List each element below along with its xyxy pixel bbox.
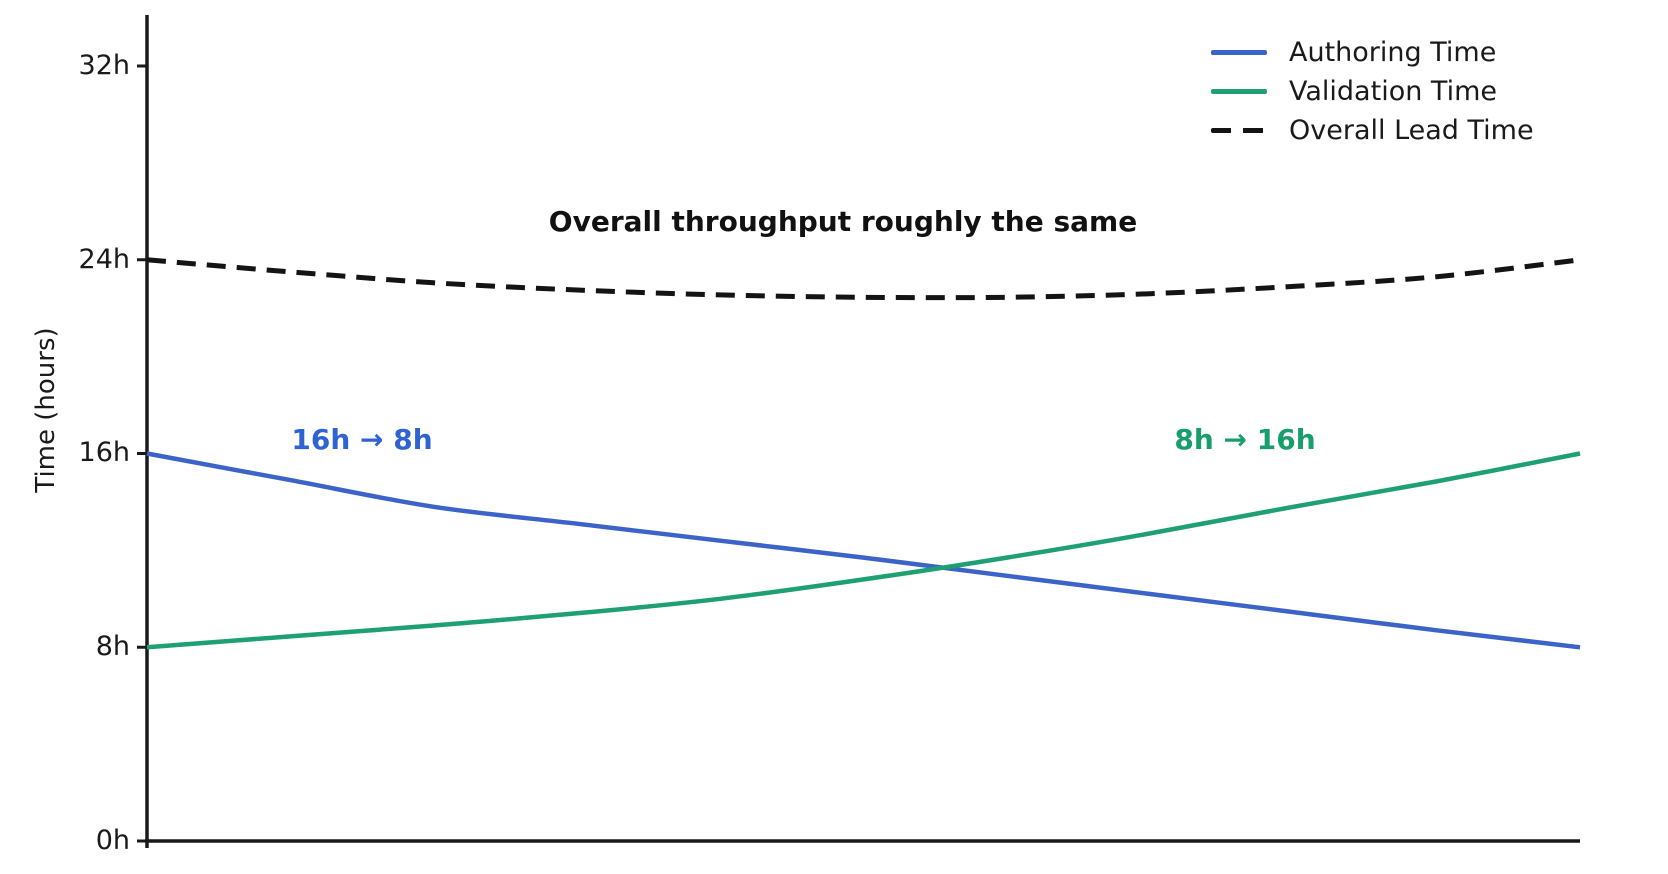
legend-line-validation-icon	[1211, 89, 1267, 94]
legend-item-overall-lead-time: Overall Lead Time	[1211, 115, 1534, 146]
legend-label-validation-time: Validation Time	[1289, 76, 1497, 107]
y-tick-label-24h: 24h	[78, 244, 130, 275]
legend-item-authoring-time: Authoring Time	[1211, 37, 1534, 68]
annotation-authoring-change: 16h → 8h	[291, 423, 433, 456]
legend-item-validation-time: Validation Time	[1211, 76, 1534, 107]
legend-line-authoring-icon	[1211, 50, 1267, 55]
y-tick-label-0h: 0h	[95, 825, 130, 856]
y-tick-label-32h: 32h	[78, 50, 130, 81]
y-tick-label-8h: 8h	[95, 631, 130, 662]
legend: Authoring Time Validation Time Overall L…	[1211, 37, 1534, 146]
legend-line-overall-lead-icon	[1211, 128, 1267, 133]
annotation-validation-change: 8h → 16h	[1174, 423, 1316, 456]
y-tick-label-16h: 16h	[78, 437, 130, 468]
legend-label-authoring-time: Authoring Time	[1289, 37, 1497, 68]
legend-label-overall-lead-time: Overall Lead Time	[1289, 115, 1534, 146]
annotation-overall-throughput: Overall throughput roughly the same	[548, 205, 1138, 238]
